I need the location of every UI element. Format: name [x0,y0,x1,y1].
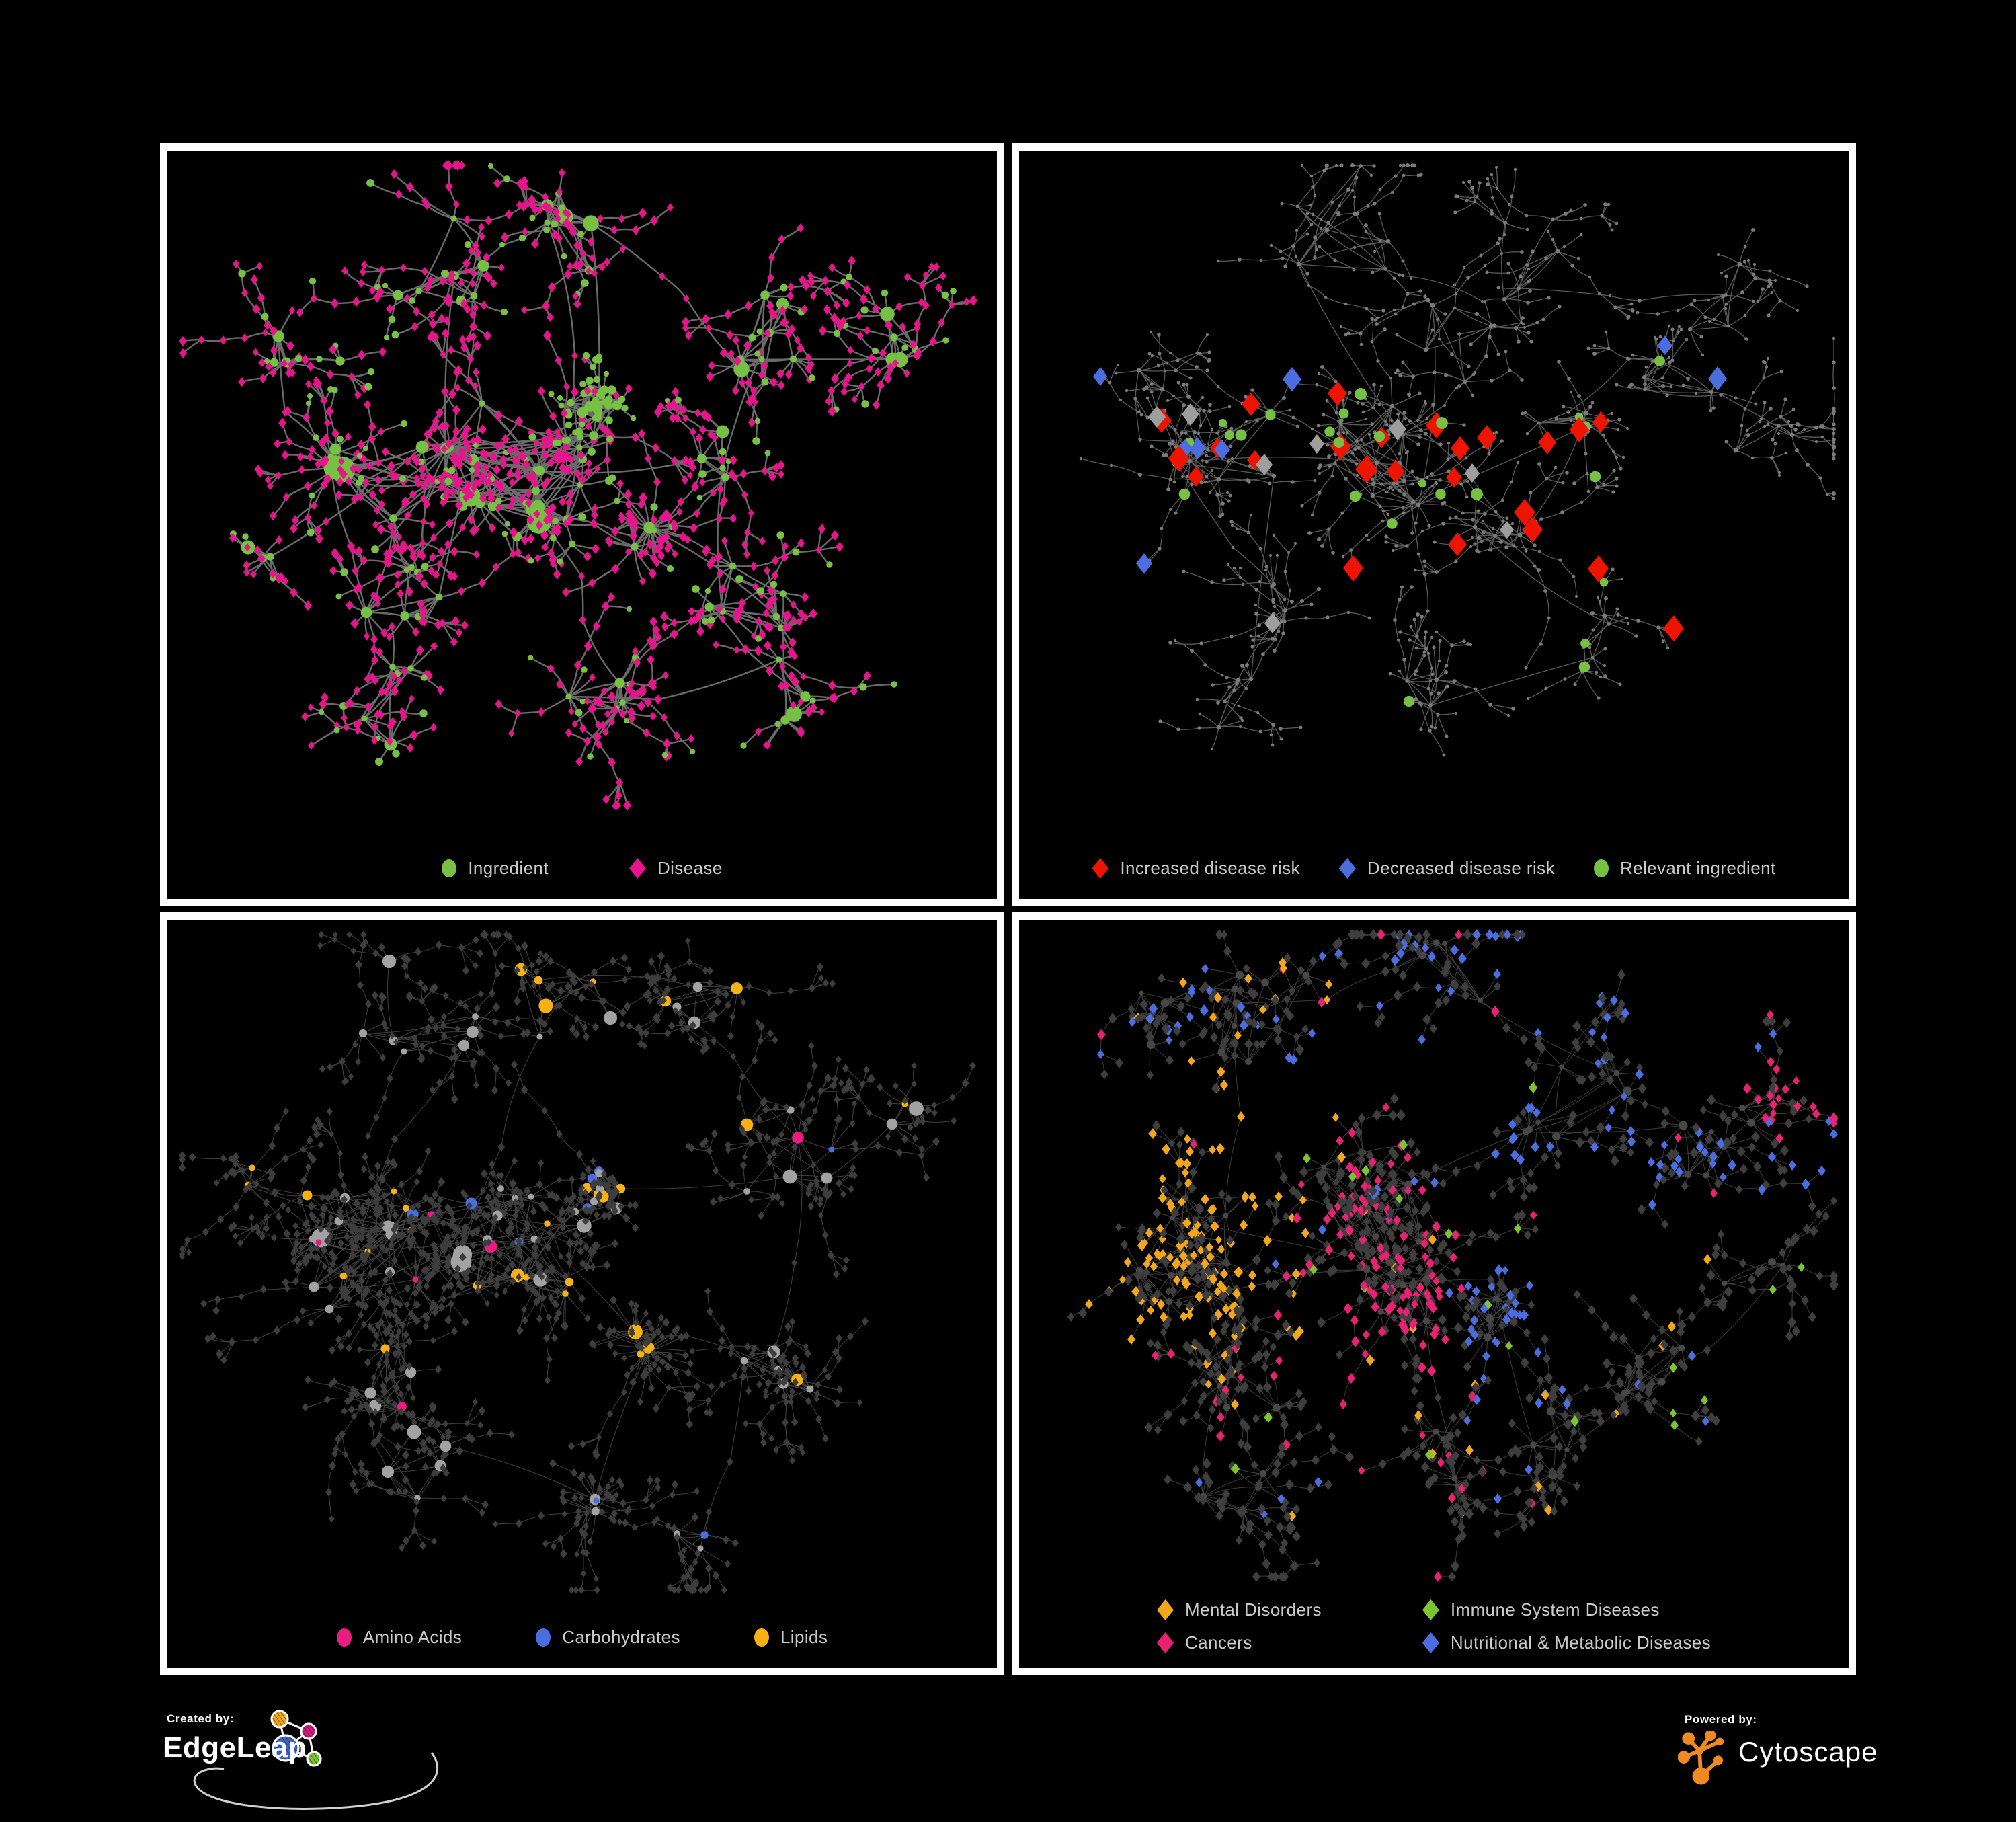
legend-label-amino-acids: Amino Acids [362,1627,462,1647]
legend-label-disease: Disease [657,858,723,878]
panel-ingredient-disease: Ingredient Disease [160,143,1004,906]
legend-item-carbohydrates: Carbohydrates [536,1627,680,1648]
carbohydrates-circle-icon [536,1628,551,1647]
panel-disease-risk: Increased disease risk Decreased disease … [1012,143,1856,906]
legend-label-mental-disorders: Mental Disorders [1185,1599,1322,1620]
legend-disease-classes: Mental Disorders Immune System Diseases Ca… [1019,1599,1849,1653]
legend-item-mental-disorders: Mental Disorders [1157,1599,1322,1620]
legend-item-ingredient: Ingredient [442,858,549,879]
legend-disease-risk: Increased disease risk Decreased disease … [1019,858,1849,879]
increased-disease-risk-diamond-icon [1092,858,1109,879]
mental-disorders-diamond-icon [1157,1599,1174,1620]
legend-item-lipids: Lipids [754,1627,828,1648]
legend-ingredient-classes: Amino Acids Carbohydrates Lipids [167,1627,997,1648]
edgeleap-logo-icon [193,1710,439,1810]
legend-label-cancers: Cancers [1185,1632,1252,1653]
decreased-disease-risk-diamond-icon [1338,858,1356,879]
powered-by-label: Powered by: [1685,1713,1757,1726]
panel-ingredient-classes: Amino Acids Carbohydrates Lipids [160,912,1004,1675]
cancers-diamond-icon [1157,1632,1174,1653]
network-graph-ingredient-disease [179,160,977,811]
legend-label-immune-system-diseases: Immune System Diseases [1450,1599,1660,1620]
edgeleap-wordmark: EdgeLeap [163,1731,307,1764]
network-graph-disease-classes [1067,929,1839,1582]
legend-label-increased-disease-risk: Increased disease risk [1120,858,1300,878]
legend-label-lipids: Lipids [780,1627,828,1647]
panel-disease-classes: Mental Disorders Immune System Diseases Ca… [1012,912,1856,1675]
legend-item-nutritional-metabolic-diseases: Nutritional & Metabolic Diseases [1422,1632,1711,1653]
legend-item-increased-disease-risk: Increased disease risk [1092,858,1299,879]
disease-diamond-icon [629,858,646,879]
relevant-ingredient-circle-icon [1593,859,1609,877]
network-graph-disease-risk [1079,163,1836,757]
lipids-circle-icon [754,1628,769,1647]
legend-label-carbohydrates: Carbohydrates [562,1627,680,1647]
legend-item-relevant-ingredient: Relevant ingredient [1593,858,1776,879]
network-graph-ingredient-classes [179,930,976,1595]
legend-label-ingredient: Ingredient [468,858,549,878]
legend-item-cancers: Cancers [1157,1632,1322,1653]
nutritional-metabolic-diseases-diamond-icon [1422,1632,1439,1653]
amino-acids-circle-icon [336,1628,352,1647]
cytoscape-credit: Powered by: Cytoscape [1675,1712,1958,1792]
cytoscape-logo-icon [1678,1731,1724,1785]
ingredient-circle-icon [442,859,457,877]
legend-ingredient-disease: Ingredient Disease [167,858,997,879]
immune-system-diseases-diamond-icon [1422,1599,1439,1620]
legend-label-relevant-ingredient: Relevant ingredient [1619,858,1776,878]
edgeleap-credit: Created by: EdgeLeap [160,1704,510,1822]
legend-item-immune-system-diseases: Immune System Diseases [1422,1599,1711,1620]
created-by-label: Created by: [167,1712,235,1725]
legend-item-disease: Disease [629,858,723,879]
legend-label-nutritional-metabolic-diseases: Nutritional & Metabolic Diseases [1450,1632,1711,1653]
legend-item-decreased-disease-risk: Decreased disease risk [1338,858,1555,879]
cytoscape-wordmark: Cytoscape [1738,1736,1878,1768]
legend-item-amino-acids: Amino Acids [336,1627,462,1648]
legend-label-decreased-disease-risk: Decreased disease risk [1367,858,1555,878]
